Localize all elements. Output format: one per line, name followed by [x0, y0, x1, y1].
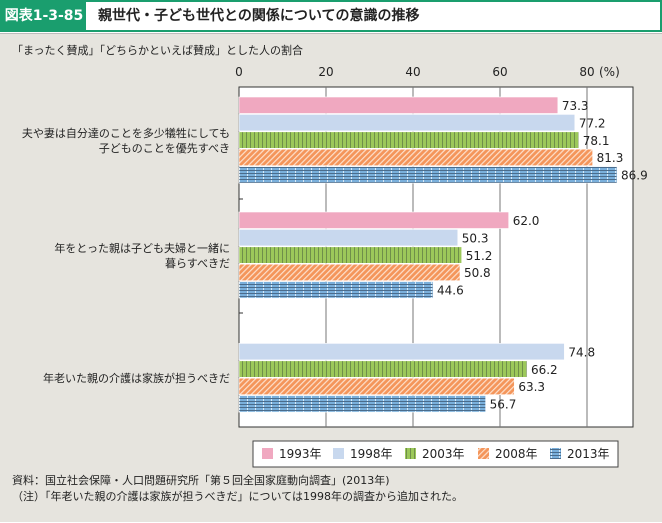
category-label: 子どものことを優先すべき [99, 142, 230, 155]
data-label: 62.0 [513, 214, 540, 228]
figure-number: 図表1-3-85 [2, 2, 86, 30]
bar-1998 [238, 343, 565, 361]
data-label: 74.8 [568, 345, 595, 359]
legend-swatch [262, 448, 273, 459]
data-label: 50.3 [462, 231, 489, 245]
footnote: （注）「年老いた親の介護は家族が担うべきだ」については1998年の調査から追加さ… [12, 490, 463, 503]
source-note: 資料：国立社会保障・人口問題研究所「第５回全国家庭動向調査」(2013年) [12, 474, 390, 487]
figure-header: 図表1-3-85 親世代・子ども世代との関係についての意識の推移 [0, 0, 662, 32]
bar-1993 [238, 211, 510, 229]
data-label: 63.3 [518, 380, 545, 394]
data-label: 81.3 [597, 151, 624, 165]
data-label: 73.3 [562, 99, 589, 113]
bar-1998 [238, 229, 459, 247]
figure-title: 親世代・子ども世代との関係についての意識の推移 [98, 8, 420, 24]
category-label: 年老いた親の介護は家族が担うべきだ [43, 371, 230, 385]
data-label: 51.2 [466, 249, 493, 263]
unit-label: (%) [599, 65, 620, 79]
data-label: 78.1 [583, 134, 610, 148]
bar-2013 [238, 281, 434, 299]
category-label: 年をとった親は子ども夫婦と一緒に [54, 241, 230, 255]
bar-1993 [238, 96, 559, 114]
data-label: 56.7 [490, 398, 517, 412]
legend-swatch [478, 448, 489, 459]
bar-2003 [238, 360, 528, 378]
category-label: 暮らすべきだ [165, 256, 230, 270]
data-label: 86.9 [621, 169, 648, 183]
legend-label: 1993年 [279, 447, 322, 461]
bar-2003 [238, 246, 463, 264]
bar-2003 [238, 131, 580, 149]
legend-label: 2013年 [567, 447, 610, 461]
data-label: 77.2 [579, 116, 606, 130]
legend-label: 2008年 [495, 447, 538, 461]
data-label: 66.2 [531, 363, 558, 377]
x-tick-label: 60 [492, 65, 507, 79]
bar-1998 [238, 114, 576, 132]
x-tick-label: 0 [235, 65, 243, 79]
legend-label: 2003年 [422, 447, 465, 461]
bar-2008 [238, 148, 593, 166]
bar-2013 [238, 166, 618, 184]
x-tick-label: 80 [579, 65, 594, 79]
data-label: 44.6 [437, 284, 464, 298]
chart-subtitle: 「まったく賛成」「どちらかといえば賛成」とした人の割合 [12, 44, 304, 57]
category-label: 夫や妻は自分達のことを多少犠牲にしても [22, 126, 230, 140]
data-label: 50.8 [464, 266, 491, 280]
bar-2008 [238, 263, 461, 282]
legend-label: 1998年 [350, 447, 393, 461]
legend-swatch [405, 448, 416, 459]
bar-2013 [238, 395, 486, 413]
legend-swatch [550, 448, 561, 459]
x-tick-label: 40 [405, 65, 420, 79]
legend-swatch [333, 448, 344, 459]
bar-2008 [238, 377, 515, 396]
x-tick-label: 20 [318, 65, 333, 79]
